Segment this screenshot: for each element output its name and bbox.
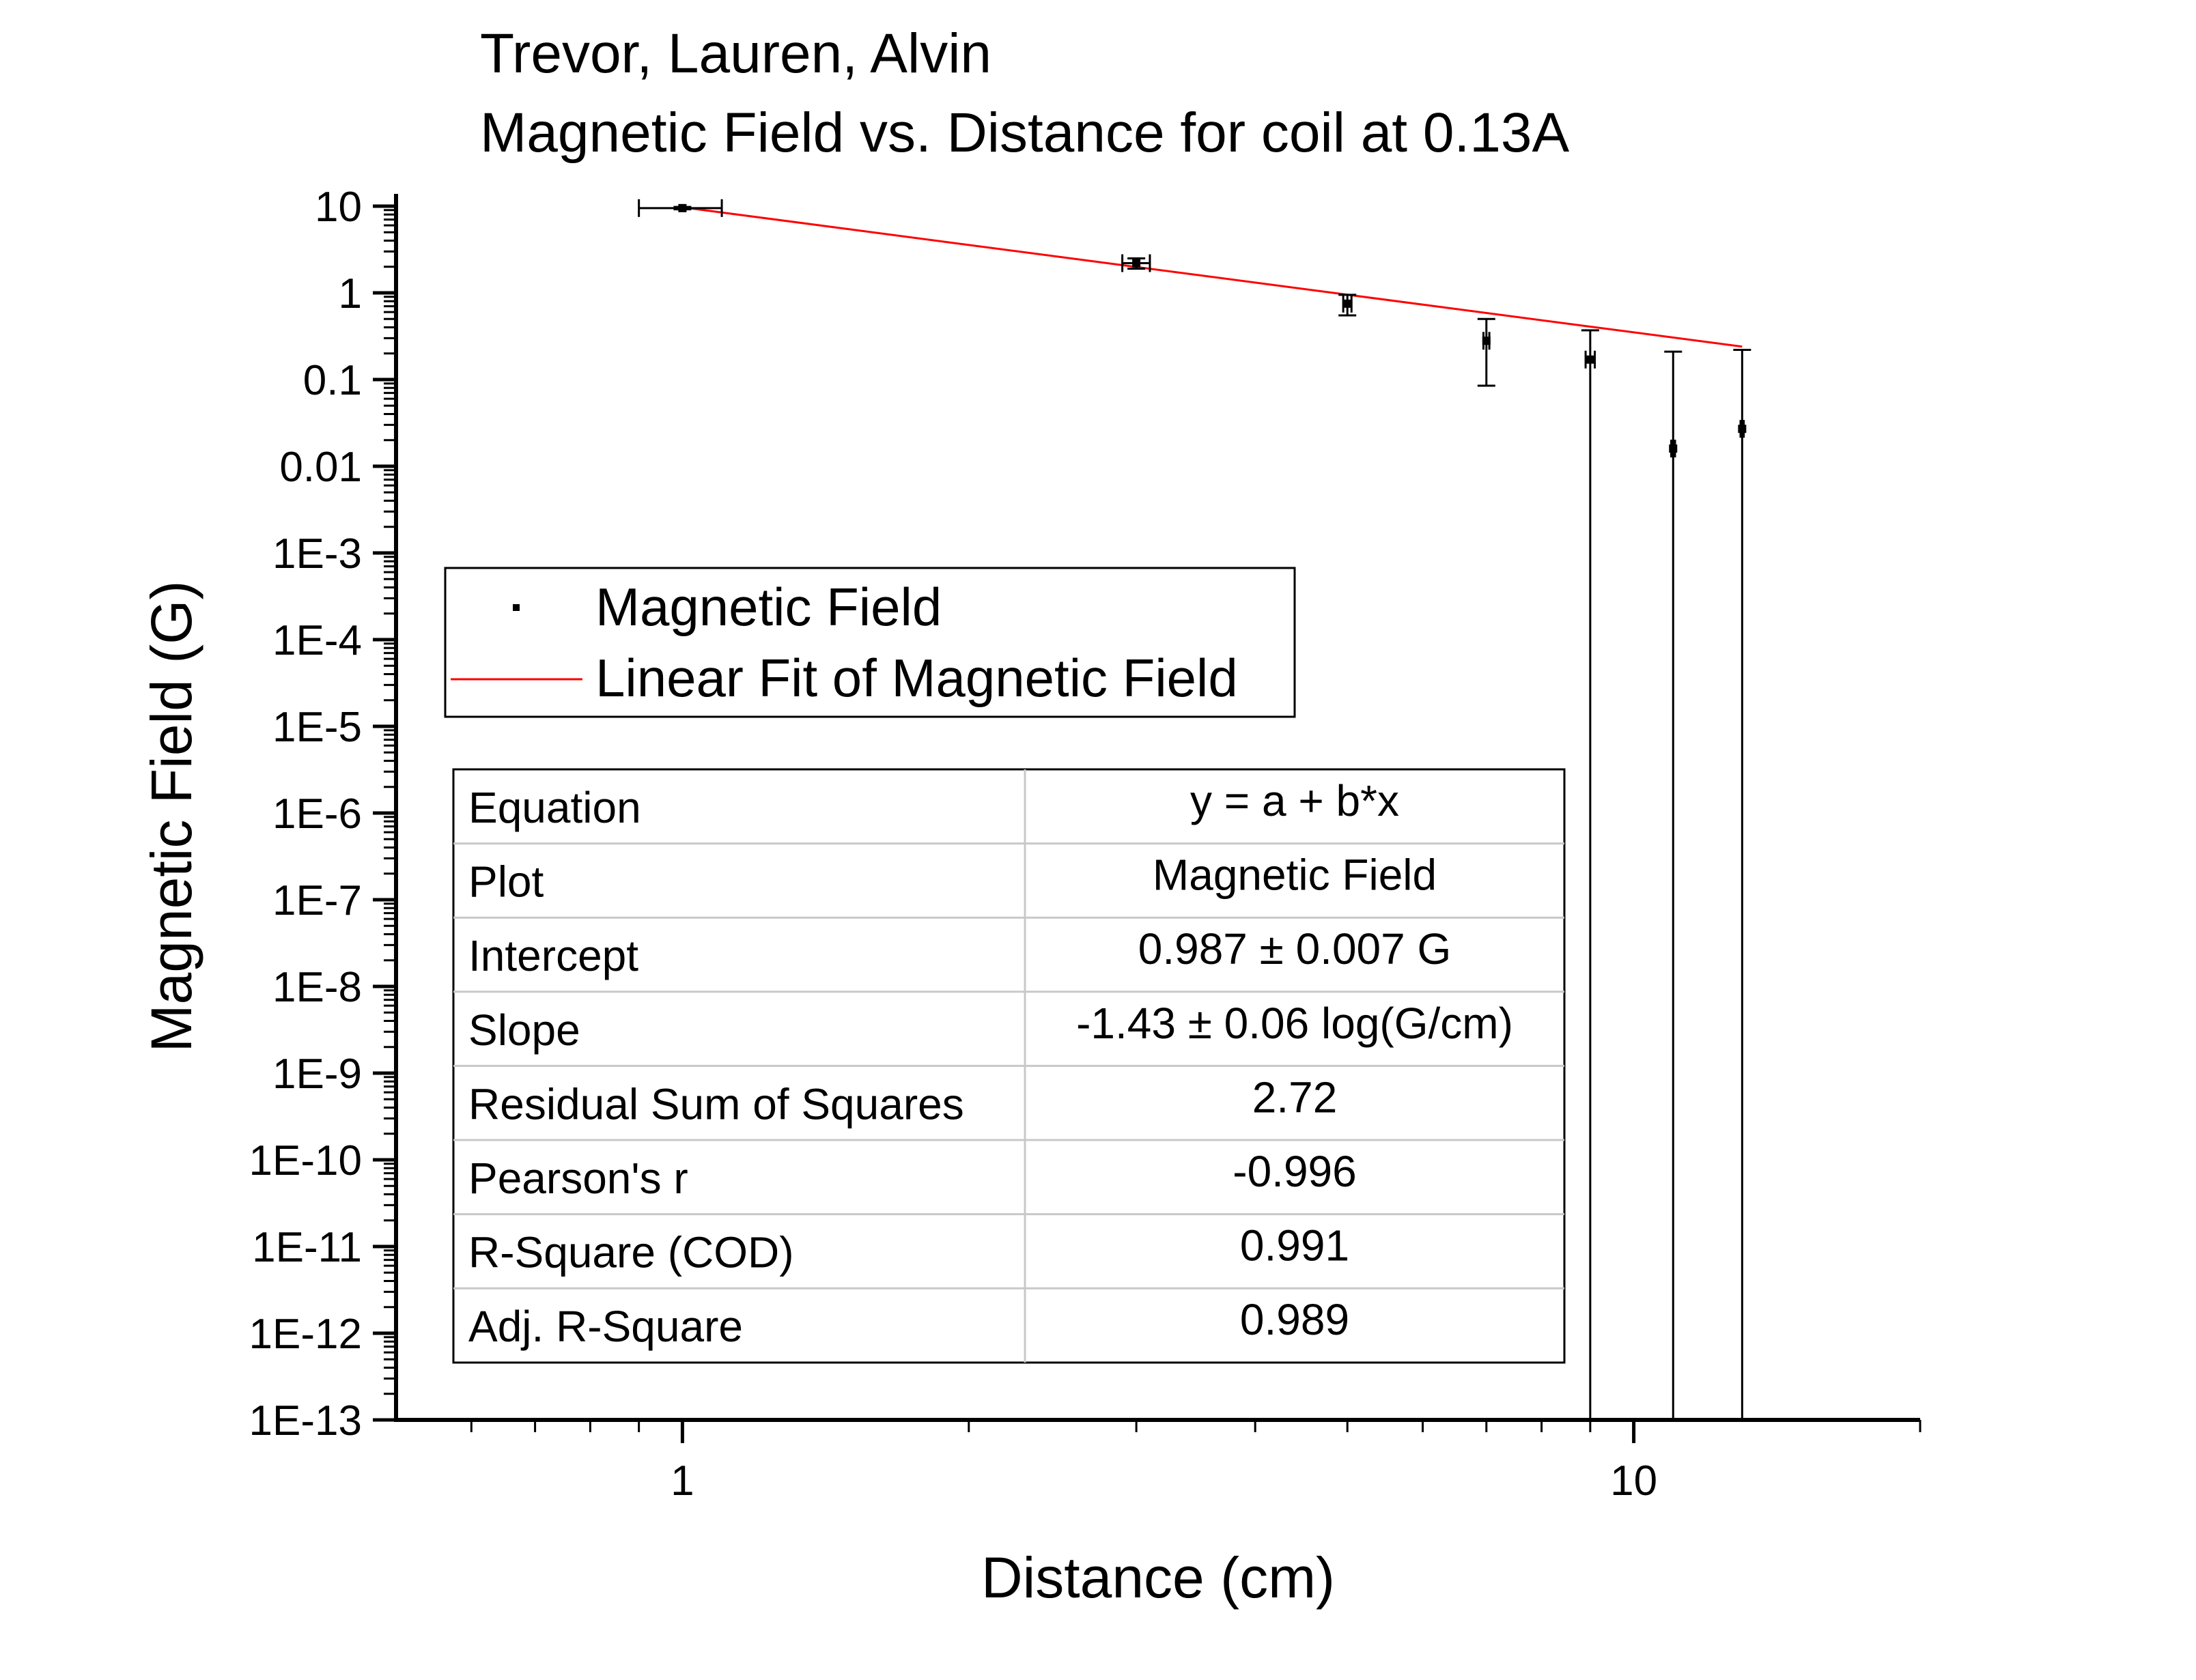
data-point-marker <box>1738 425 1747 433</box>
y-tick-label: 1E-8 <box>272 964 362 1011</box>
y-tick-label: 0.01 <box>279 444 362 491</box>
y-tick-label: 1E-3 <box>272 530 362 578</box>
y-tick-label: 1E-13 <box>249 1397 362 1444</box>
legend-marker-points <box>513 604 520 611</box>
y-tick-label: 1E-6 <box>272 791 362 838</box>
y-tick-label: 10 <box>315 184 362 231</box>
data-point <box>1477 317 1495 387</box>
fit-line-layer <box>682 206 1743 348</box>
fit-table-row-name: Equation <box>468 783 641 832</box>
data-point <box>1121 254 1151 272</box>
x-ticks: 1 10 <box>470 1420 1922 1505</box>
data-point-marker <box>1669 444 1678 453</box>
fit-results-table: Equation y = a + b*x Plot Magnetic Field Int… <box>452 768 1566 1364</box>
y-tick-label: 0.1 <box>303 357 362 404</box>
y-ticks: 10 1 0.1 0.01 1E-3 1E-4 1E-5 1E-6 1E-7 1E-8 1E-9 1E… <box>249 184 396 1444</box>
fit-table-row-value: -0.996 <box>1233 1147 1356 1196</box>
data-point <box>1733 349 1751 1420</box>
fit-table-row-name: Intercept <box>468 931 638 980</box>
fit-table-rows: Equation y = a + b*x Plot Magnetic Field Int… <box>453 776 1564 1351</box>
x-tick-label: 10 <box>1610 1457 1657 1505</box>
chart-title-line-2: Magnetic Field vs. Distance for coil at … <box>480 102 1569 164</box>
fit-table-row-value: 0.987 ± 0.007 G <box>1138 924 1452 973</box>
fit-table-row-value: -1.43 ± 0.06 log(G/cm) <box>1076 999 1513 1048</box>
data-point-marker <box>1132 259 1141 268</box>
fit-table-row-name: Pearson's r <box>468 1154 688 1203</box>
fit-table-row-value: Magnetic Field <box>1153 851 1437 900</box>
data-point-marker <box>1586 355 1594 364</box>
y-tick-label: 1E-12 <box>249 1311 362 1358</box>
fit-line <box>682 206 1743 348</box>
fit-table-row-value: y = a + b*x <box>1190 776 1399 825</box>
y-tick-label: 1E-9 <box>272 1051 362 1098</box>
fit-table-row-name: Adj. R-Square <box>468 1302 743 1351</box>
data-point <box>1338 294 1357 317</box>
data-point <box>638 199 723 217</box>
y-tick-label: 1 <box>339 270 362 317</box>
legend-label-fit: Linear Fit of Magnetic Field <box>595 648 1238 708</box>
y-tick-label: 1E-5 <box>272 704 362 751</box>
y-tick-label: 1E-10 <box>249 1137 362 1184</box>
fit-table-row-value: 2.72 <box>1252 1072 1338 1122</box>
fit-table-row-value: 0.989 <box>1240 1295 1349 1344</box>
data-point <box>1664 350 1683 1420</box>
data-points-layer <box>638 199 1751 1420</box>
legend-box <box>444 567 1296 718</box>
x-tick-label: 1 <box>671 1457 694 1505</box>
data-point-marker <box>1482 337 1491 345</box>
data-point-marker <box>678 203 687 212</box>
chart-title-line-1: Trevor, Lauren, Alvin <box>480 23 991 85</box>
y-axis-title: Magnetic Field (G) <box>139 581 203 1053</box>
data-point-marker <box>1343 299 1352 308</box>
y-tick-label: 1E-4 <box>272 617 362 664</box>
legend-label-points: Magnetic Field <box>595 577 942 637</box>
y-tick-label: 1E-11 <box>252 1224 362 1271</box>
fit-table-row-value: 0.991 <box>1240 1221 1349 1270</box>
fit-table-row-name: Slope <box>468 1006 580 1055</box>
fit-table-row-name: Plot <box>468 857 544 907</box>
fit-table-row-name: Residual Sum of Squares <box>468 1079 964 1128</box>
y-tick-label: 1E-7 <box>272 877 362 924</box>
legend: Magnetic Field Linear Fit of Magnetic Fi… <box>444 567 1296 718</box>
fit-table-row-name: R-Square (COD) <box>468 1228 794 1277</box>
data-point <box>1581 329 1599 1420</box>
x-axis-title: Distance (cm) <box>981 1546 1335 1610</box>
